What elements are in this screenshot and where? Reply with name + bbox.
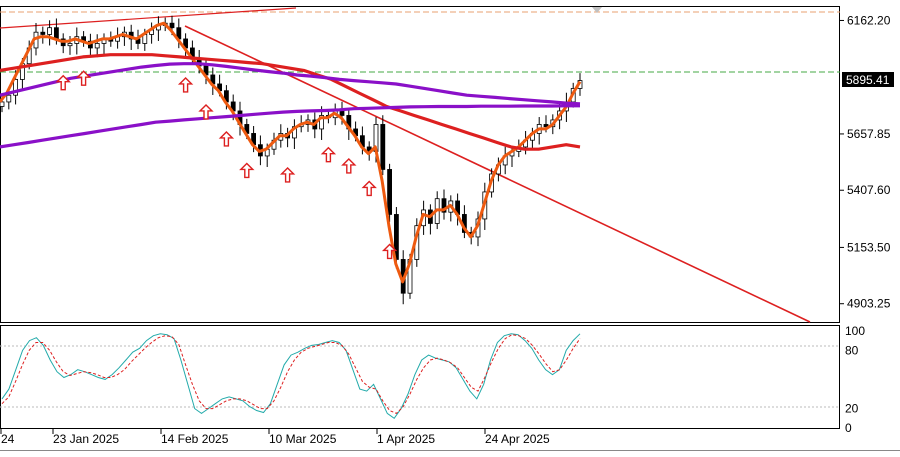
buy-arrow-icon	[55, 74, 71, 91]
candle-body	[387, 169, 393, 215]
candle-body	[441, 198, 447, 213]
price-tick-label: 6162.20	[847, 13, 891, 27]
time-tick-label: 23 Jan 2025	[53, 432, 119, 446]
upper-trendline	[0, 7, 297, 29]
price-tick-label: 5657.85	[847, 127, 891, 141]
candle-body	[0, 101, 5, 107]
buy-arrow-icon	[320, 146, 337, 163]
oscillator-tick-label: 0	[845, 421, 852, 435]
candle-body	[543, 124, 549, 128]
candle-body	[54, 27, 59, 40]
candlesticks	[0, 15, 583, 305]
stochastic-oscillator	[1, 333, 581, 419]
time-tick-label: 24	[1, 432, 15, 446]
buy-arrow-icon	[361, 180, 377, 197]
buy-arrow-icon	[279, 166, 296, 183]
buy-arrow-icon	[177, 76, 194, 93]
candle-body	[40, 31, 46, 35]
slow-ma-line	[0, 53, 581, 151]
buy-arrow-icon	[381, 243, 398, 260]
candle-body	[47, 27, 52, 35]
candle-body	[67, 43, 73, 47]
buy-arrow-icon	[239, 162, 255, 179]
oscillator-tick-label: 20	[845, 402, 859, 416]
candle-body	[339, 110, 345, 116]
stoch-signal-line	[1, 334, 581, 414]
candle-body	[380, 124, 386, 170]
buy-arrow-icon	[75, 70, 92, 86]
main-panel-frame	[0, 6, 840, 323]
last-price-badge	[842, 72, 894, 87]
signal-arrows	[55, 70, 398, 260]
stoch-main-line	[1, 333, 581, 419]
oscillator-tick-label: 80	[845, 343, 859, 357]
long-ma-line	[0, 62, 581, 106]
long-ma-line	[0, 104, 580, 149]
price-axis: 6162.20 5657.85 5407.60 5153.50 4903.25	[840, 13, 891, 311]
candle-body	[13, 79, 19, 96]
last-price-label: 5895.41	[846, 73, 890, 87]
candle-body	[94, 43, 100, 49]
price-tick-label: 5153.50	[847, 240, 891, 254]
top-marker-icon	[592, 7, 602, 13]
fast-ma-line	[0, 21, 582, 284]
oscillator-tick-label: 100	[845, 324, 865, 338]
candle-body	[319, 115, 325, 130]
candle-body	[169, 22, 175, 29]
buy-arrow-icon	[198, 103, 214, 120]
price-tick-label: 5407.60	[847, 183, 891, 197]
buy-arrow-icon	[218, 130, 235, 147]
candle-body	[6, 94, 12, 103]
price-tick-label: 4903.25	[847, 297, 891, 311]
buy-arrow-icon	[341, 157, 357, 174]
oscillator-axis: 100 80 20 0	[845, 324, 865, 435]
time-tick-label: 1 Apr 2025	[377, 432, 435, 446]
time-axis: 24 23 Jan 2025 14 Feb 2025 10 Mar 2025 1 Apr…	[0, 429, 550, 446]
time-tick-label: 10 Mar 2025	[269, 432, 337, 446]
oscillator-panel-frame	[0, 325, 840, 429]
time-tick-label: 24 Apr 2025	[485, 432, 550, 446]
time-tick-label: 14 Feb 2025	[161, 432, 229, 446]
moving-averages	[0, 21, 582, 284]
